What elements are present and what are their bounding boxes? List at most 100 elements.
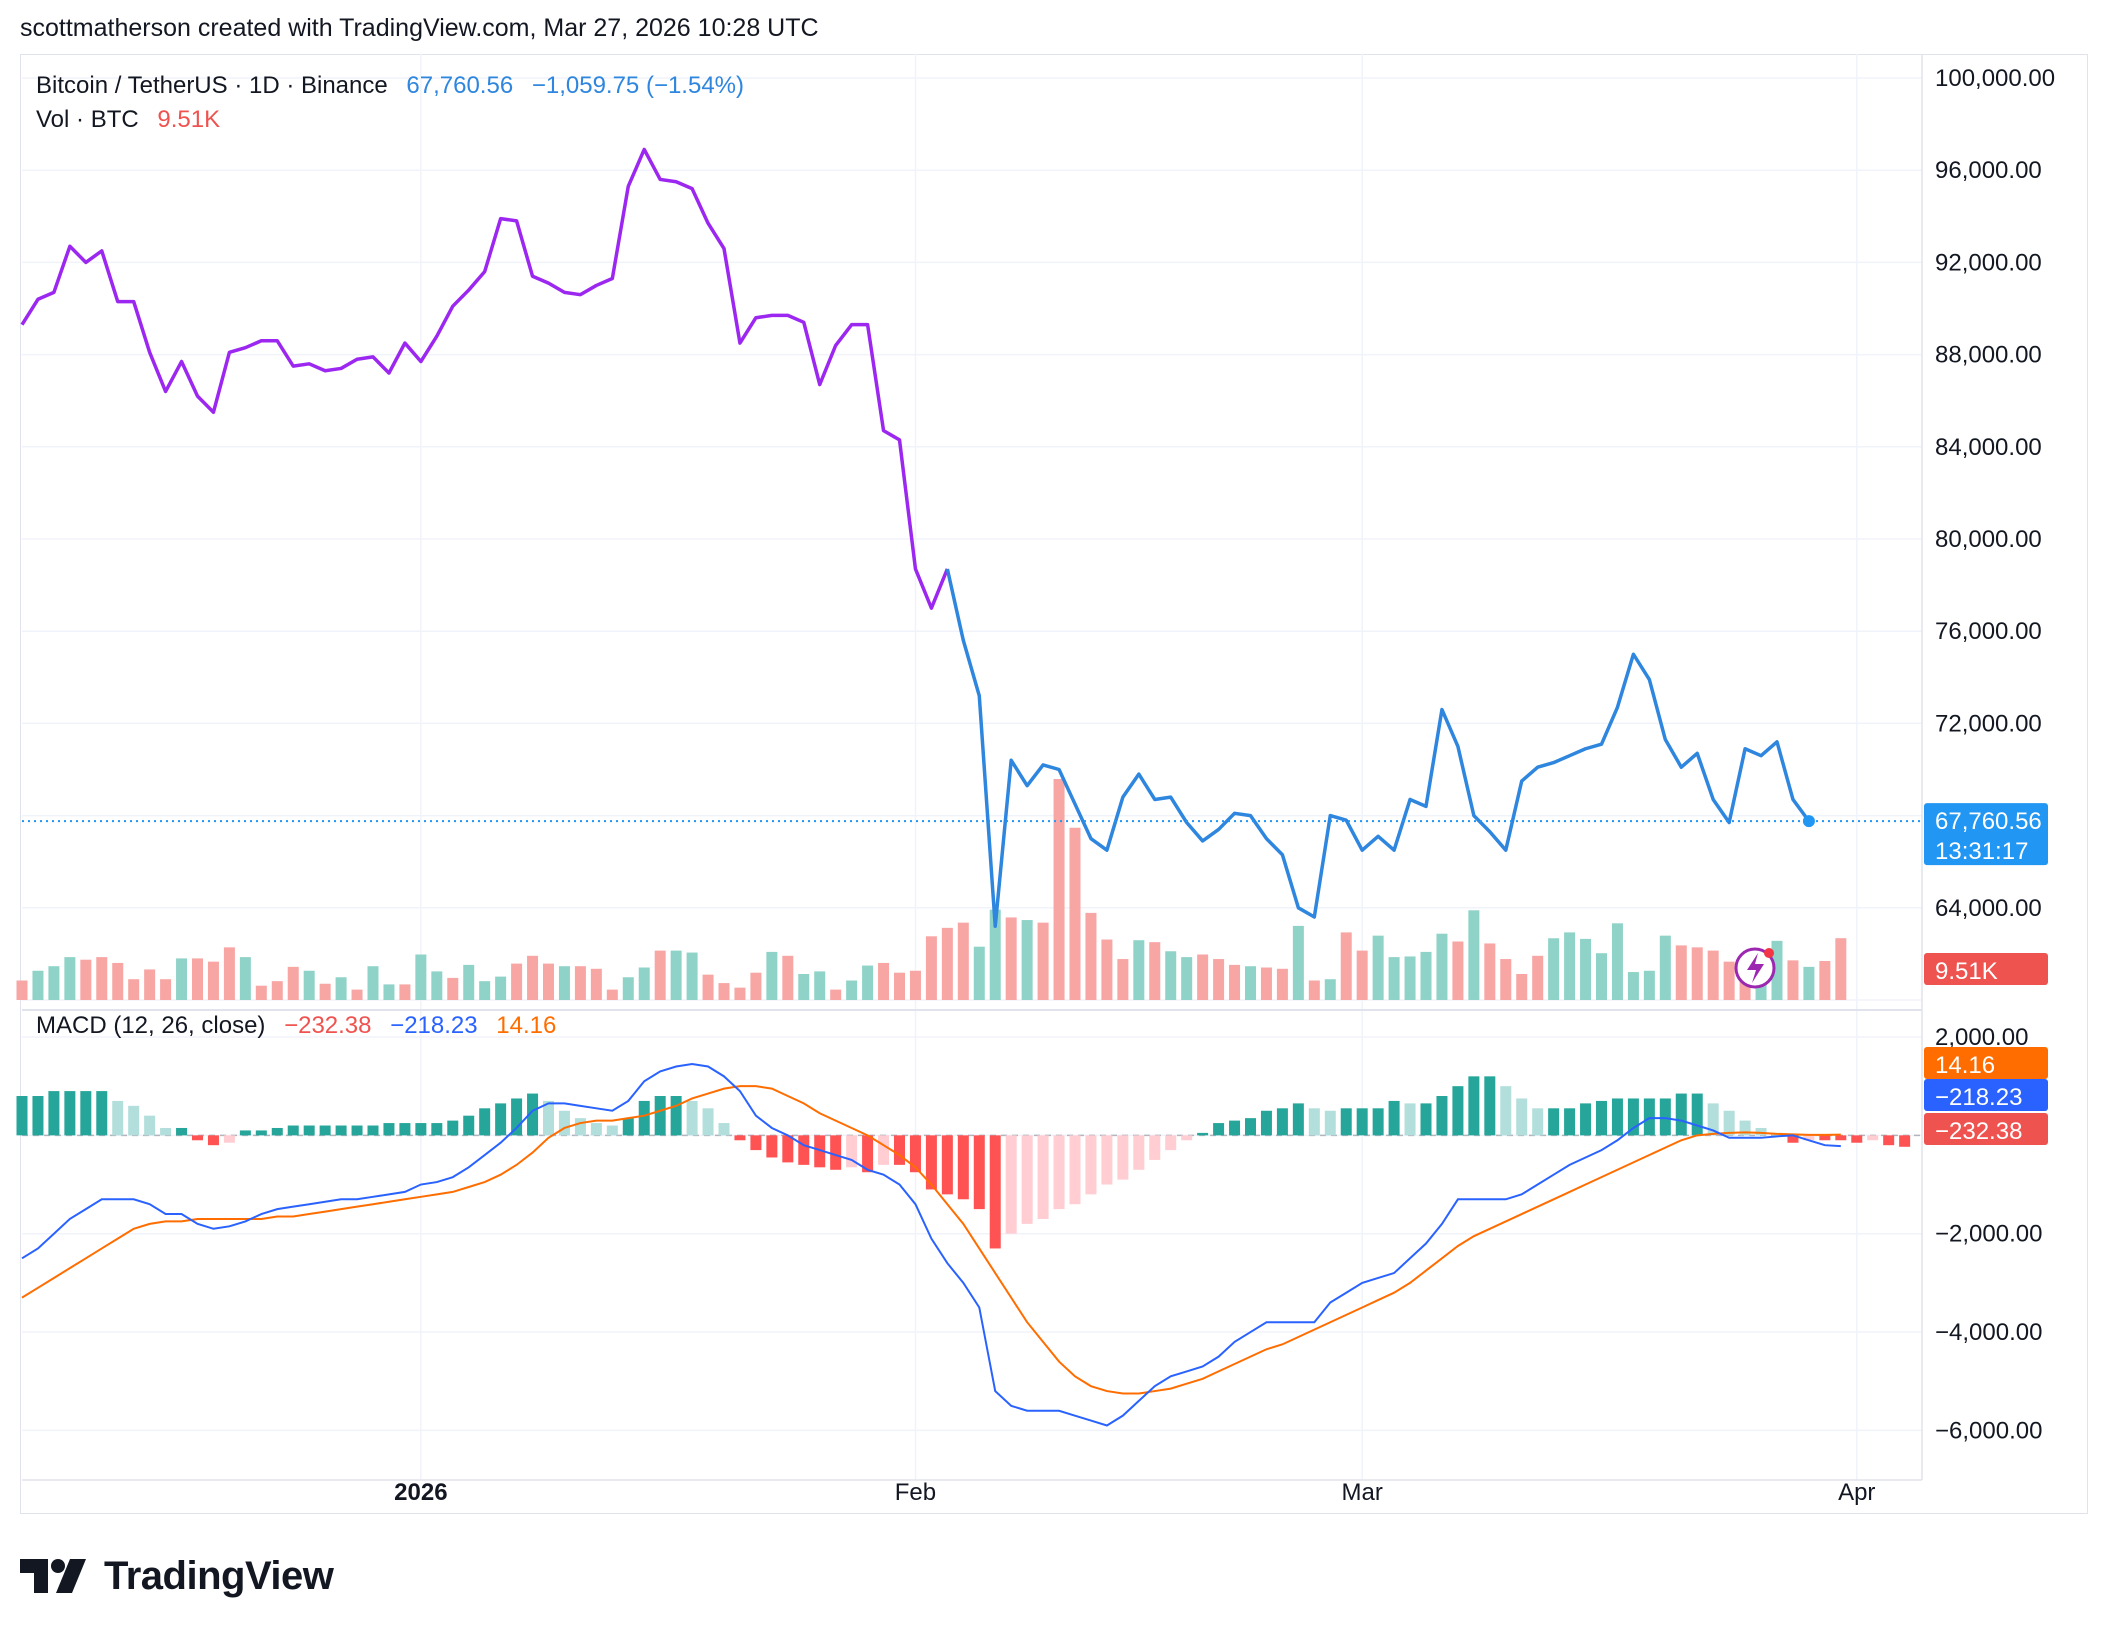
- volume-bar: [1117, 959, 1129, 1000]
- volume-bar: [622, 977, 634, 1000]
- volume-bar: [941, 927, 953, 1000]
- trading-chart[interactable]: 100,000.00 96,000.00 92,000.00 88,000.00 84,…: [0, 0, 2108, 1520]
- macd-axis-tick: −6,000.00: [1935, 1417, 2042, 1444]
- macd-histogram-bar: [1675, 1093, 1687, 1136]
- volume-bar: [957, 922, 969, 1000]
- macd-histogram-bar: [1388, 1100, 1400, 1136]
- volume-bar: [1548, 938, 1560, 1000]
- volume-bar: [1659, 935, 1671, 1000]
- macd-histogram-bar: [1340, 1108, 1352, 1136]
- tradingview-logo-icon: [20, 1559, 86, 1593]
- volume-bar: [255, 985, 267, 1000]
- volume-bar: [383, 984, 395, 1000]
- volume-bar: [1803, 966, 1815, 1000]
- macd-histogram-bar: [1580, 1103, 1592, 1136]
- macd-histogram-bar: [1420, 1103, 1432, 1136]
- volume-legend: Vol · BTC 9.51K: [36, 106, 232, 134]
- signal-badge-text: 14.16: [1935, 1052, 1995, 1079]
- volume-bar: [1500, 959, 1512, 1000]
- macd-histogram-bar: [1484, 1076, 1496, 1136]
- volume-bar: [1771, 940, 1783, 1000]
- macd-histogram-bar: [1452, 1086, 1464, 1136]
- macd-hist-value: −232.38: [284, 1012, 372, 1039]
- time-axis-tick: 2026: [394, 1479, 447, 1506]
- macd-histogram-bar: [367, 1125, 379, 1136]
- vol-value: 9.51K: [157, 106, 221, 133]
- macd-histogram-bar: [431, 1123, 443, 1136]
- macd-histogram-bar: [734, 1135, 746, 1141]
- macd-histogram-bar: [925, 1135, 937, 1190]
- tradingview-logo[interactable]: TradingView: [20, 1550, 334, 1602]
- macd-histogram-bar: [1117, 1135, 1129, 1180]
- volume-bar: [989, 909, 1001, 1000]
- macd-histogram-bar: [1835, 1135, 1847, 1141]
- macd-histogram-bar: [1611, 1098, 1623, 1136]
- price-axis-tick: 88,000.00: [1935, 342, 2042, 369]
- volume-bar: [1452, 941, 1464, 1000]
- price-axis-tick: 80,000.00: [1935, 526, 2042, 553]
- macd-histogram-bar: [1053, 1135, 1065, 1210]
- macd-histogram-bar: [1755, 1127, 1767, 1136]
- macd-histogram-bar: [909, 1135, 921, 1173]
- chart-frame[interactable]: [20, 54, 2088, 1514]
- macd-histogram-bar: [878, 1135, 890, 1165]
- volume-bar: [1691, 947, 1703, 1000]
- volume-bar: [1229, 964, 1241, 1000]
- volume-bar: [1021, 920, 1033, 1000]
- macd-histogram-bar: [64, 1091, 76, 1136]
- last-price-value: 67,760.56: [406, 72, 514, 99]
- macd-histogram-bar: [1596, 1100, 1607, 1136]
- tradingview-brand: TradingView: [104, 1553, 334, 1598]
- symbol-label[interactable]: Bitcoin / TetherUS · 1D · Binance: [36, 72, 388, 99]
- macd-histogram-bar: [192, 1135, 203, 1141]
- macd-histogram-bar: [606, 1125, 618, 1136]
- macd-histogram-bar: [1643, 1098, 1655, 1136]
- price-axis-tick: 96,000.00: [1935, 157, 2042, 184]
- macd-histogram-bar: [1308, 1108, 1320, 1136]
- macd-histogram-bar: [1723, 1110, 1735, 1136]
- volume-bar: [1292, 925, 1304, 1000]
- macd-histogram-bar: [1867, 1135, 1879, 1141]
- macd-histogram-bar: [1436, 1096, 1448, 1136]
- price-line-early: [20, 147, 949, 610]
- macd-histogram-bar: [718, 1123, 730, 1136]
- volume-bar: [686, 952, 698, 1000]
- macd-axis-tick: −4,000.00: [1935, 1319, 2042, 1346]
- macd-label[interactable]: MACD (12, 26, close): [36, 1012, 266, 1039]
- volume-bar: [1005, 917, 1017, 1000]
- macd-histogram-bar: [846, 1135, 858, 1168]
- macd-histogram-bar: [32, 1096, 44, 1136]
- volume-bar: [1356, 950, 1368, 1000]
- volume-bar: [1404, 956, 1416, 1000]
- volume-bar: [447, 977, 459, 1000]
- macd-histogram-bar: [1500, 1086, 1512, 1136]
- volume-bar: [1580, 938, 1592, 1000]
- price-legend: Bitcoin / TetherUS · 1D · Binance 67,760…: [36, 72, 756, 100]
- macd-histogram-bar: [1069, 1135, 1081, 1205]
- macd-histogram-bar: [479, 1108, 491, 1136]
- volume-bar: [1245, 966, 1256, 1000]
- axis-labels: 100,000.00 96,000.00 92,000.00 88,000.00 84,…: [394, 65, 2055, 1506]
- volume-bar: [1532, 955, 1544, 1000]
- macd-histogram-bar: [1627, 1098, 1639, 1136]
- volume-bar: [973, 946, 985, 1000]
- volume-bar: [80, 959, 92, 1000]
- price-badge-text: 67,760.56: [1935, 808, 2042, 835]
- change-value: −1,059.75 (−1.54%): [531, 72, 744, 99]
- volume-bar: [878, 962, 890, 1000]
- volume-bar: [1564, 932, 1576, 1000]
- macd-histogram-bar: [1707, 1103, 1719, 1136]
- vol-label[interactable]: Vol · BTC: [36, 106, 139, 133]
- macd-histogram-bar: [112, 1100, 124, 1136]
- macd-histogram-bar: [176, 1127, 188, 1136]
- volume-bar: [271, 981, 283, 1000]
- macd-histogram-bar: [1787, 1135, 1799, 1143]
- volume-bar: [287, 966, 299, 1000]
- macd-histogram-bar: [766, 1135, 778, 1158]
- macd-histogram-bar: [495, 1103, 507, 1136]
- macd-histogram-bar: [207, 1135, 219, 1146]
- volume-bar: [1787, 960, 1799, 1000]
- volume-bar: [319, 983, 331, 1000]
- macd-histogram-bar: [830, 1135, 842, 1170]
- volume-bar: [1819, 961, 1831, 1000]
